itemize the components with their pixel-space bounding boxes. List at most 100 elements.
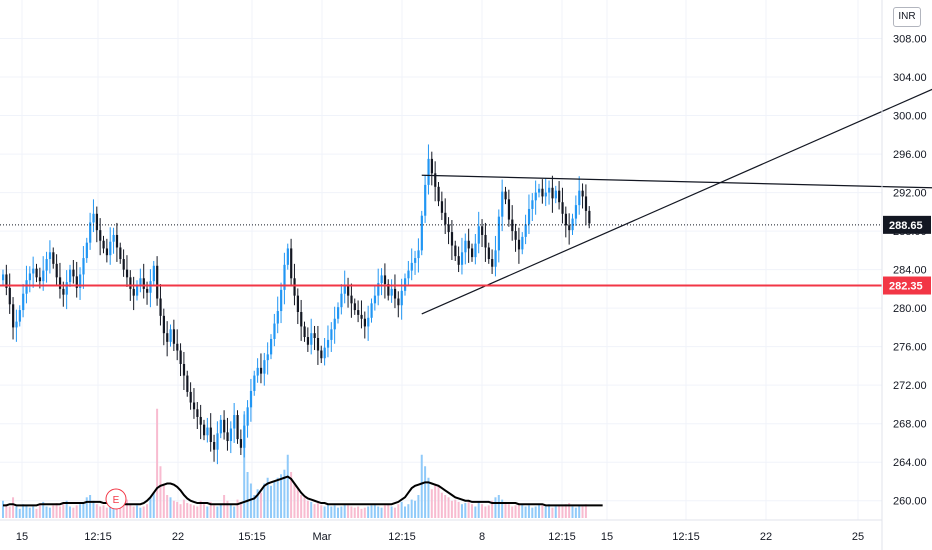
earnings-marker-label: E <box>113 495 120 506</box>
volume-bar <box>89 495 92 518</box>
volume-bar <box>390 506 393 518</box>
volume-bar <box>347 505 350 518</box>
volume-bar <box>199 500 202 518</box>
y-tick-label: 260.00 <box>893 496 927 508</box>
candle-body <box>538 188 541 193</box>
volume-bar <box>444 495 447 518</box>
candle-body <box>337 307 340 319</box>
candle-body <box>58 277 62 289</box>
volume-bar <box>393 507 396 518</box>
candle-body <box>89 222 92 243</box>
volume-bar <box>122 503 125 518</box>
candle-body <box>169 329 172 342</box>
candle-body <box>588 210 591 224</box>
candle-body <box>454 245 457 257</box>
volume-bar <box>186 503 189 518</box>
candle-body <box>310 333 313 345</box>
volume-bar <box>360 508 363 518</box>
volume-bar <box>296 489 299 518</box>
volume-bar <box>527 505 530 518</box>
y-tick-label: 272.00 <box>893 380 927 392</box>
volume-bar <box>544 506 547 518</box>
volume-bar <box>293 483 296 518</box>
volume-bar <box>79 504 82 518</box>
candle-body <box>551 187 554 199</box>
candle-body <box>109 241 112 256</box>
candle-body <box>564 213 567 226</box>
volume-bar <box>420 454 423 518</box>
candle-body <box>253 375 256 391</box>
candle-body <box>102 240 105 249</box>
candle-body <box>467 240 470 249</box>
candle-body <box>450 232 454 246</box>
candle-body <box>487 247 490 260</box>
support-price-badge <box>883 276 931 295</box>
volume-bar <box>464 503 467 518</box>
volume-bar <box>236 499 239 518</box>
candle-body <box>243 425 246 448</box>
volume-bar <box>303 497 306 518</box>
trendline-resistance[interactable] <box>421 174 932 189</box>
candle-body <box>444 212 447 225</box>
candle-body <box>380 275 383 284</box>
candle-body <box>259 367 263 374</box>
volume-bar <box>367 506 370 518</box>
candle-body <box>390 288 393 296</box>
candle-body <box>370 303 373 318</box>
volume-bar <box>32 506 35 518</box>
x-tick-label: 25 <box>852 531 864 543</box>
volume-bar <box>343 504 346 518</box>
earnings-marker[interactable]: E <box>105 488 127 510</box>
volume-bar <box>92 500 95 518</box>
volume-bar <box>504 501 507 518</box>
trendline-ascending-support[interactable] <box>421 72 932 315</box>
candle-body <box>377 283 380 296</box>
volume-bar <box>316 503 319 518</box>
volume-bar <box>119 505 122 518</box>
candle-body <box>226 432 229 442</box>
volume-bar <box>102 505 105 518</box>
candle-body <box>414 258 417 263</box>
volume-bar <box>273 481 276 518</box>
x-tick-label: 22 <box>172 531 184 543</box>
volume-bar <box>146 504 149 518</box>
volume-bar <box>471 504 473 518</box>
candle-body <box>28 273 31 281</box>
volume-bar <box>290 472 293 518</box>
volume-bar <box>162 483 165 518</box>
volume-bar <box>511 506 514 518</box>
volume-bar <box>253 495 256 518</box>
candle-body <box>22 293 25 311</box>
volume-bar <box>18 508 21 518</box>
volume-bar <box>373 504 376 518</box>
candle-body <box>350 295 353 304</box>
candle-body <box>216 433 219 450</box>
candle-body <box>420 215 423 251</box>
candle-body <box>162 315 165 334</box>
x-tick-label: 15 <box>16 531 28 543</box>
y-tick-label: 276.00 <box>893 342 927 354</box>
currency-badge[interactable]: INR <box>893 7 921 27</box>
candle-body <box>323 347 326 359</box>
volume-bar <box>209 501 212 518</box>
volume-bar <box>340 506 343 518</box>
candle-body <box>42 270 45 282</box>
x-tick-label: 12:15 <box>672 531 700 543</box>
candle-body <box>65 282 68 295</box>
volume-bar <box>38 504 41 518</box>
candle-body <box>300 312 303 327</box>
x-tick-label: 12:15 <box>388 531 416 543</box>
candle-body <box>45 259 48 271</box>
candle-body <box>457 256 460 265</box>
current-price-badge <box>883 215 931 234</box>
candle-body <box>293 278 296 296</box>
trendlines[interactable] <box>421 72 932 315</box>
candle-body <box>400 290 403 306</box>
candle-body <box>256 367 259 376</box>
candle-body <box>75 276 78 288</box>
candle-body <box>511 219 514 232</box>
volume-bar <box>494 497 497 518</box>
volume-bar <box>477 501 480 518</box>
candle-body <box>223 419 226 433</box>
